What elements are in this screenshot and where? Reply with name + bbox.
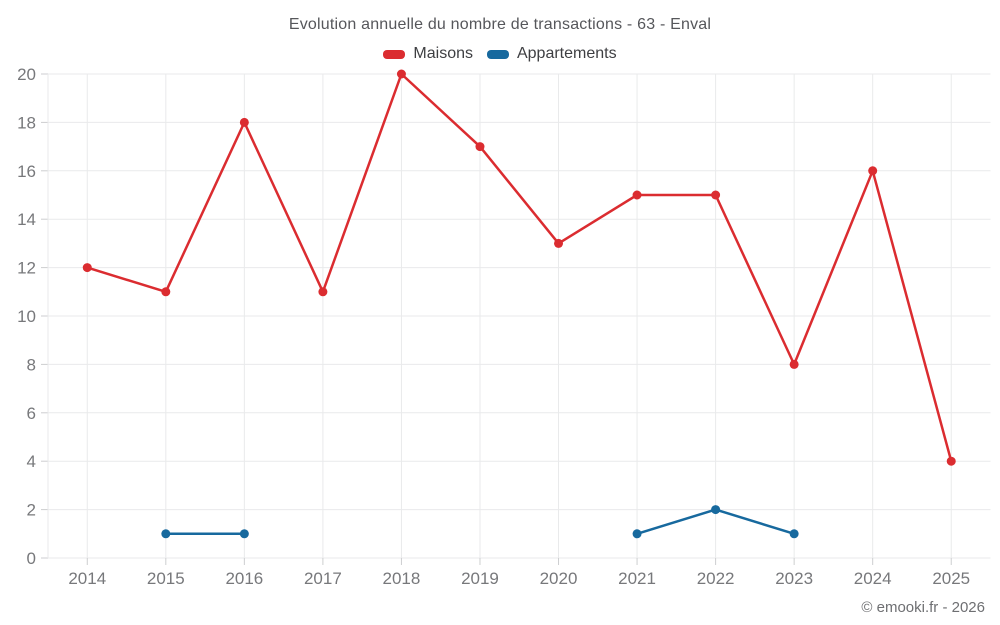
svg-text:10: 10 xyxy=(17,307,36,326)
svg-text:12: 12 xyxy=(17,259,36,278)
legend-item-appartements[interactable]: Appartements xyxy=(486,45,617,63)
svg-text:2024: 2024 xyxy=(854,569,892,588)
svg-text:8: 8 xyxy=(27,355,36,374)
svg-text:18: 18 xyxy=(17,113,36,132)
svg-text:2018: 2018 xyxy=(383,569,421,588)
svg-text:2021: 2021 xyxy=(618,569,656,588)
svg-text:4: 4 xyxy=(27,452,36,471)
legend-label-appartements: Appartements xyxy=(516,45,617,62)
maisons-swatch-icon xyxy=(383,49,406,59)
svg-text:16: 16 xyxy=(17,162,36,181)
svg-text:14: 14 xyxy=(17,210,36,229)
legend-label-maisons: Maisons xyxy=(413,45,473,62)
svg-text:2025: 2025 xyxy=(932,569,970,588)
copyright-footer: © emooki.fr - 2026 xyxy=(861,599,985,616)
svg-text:6: 6 xyxy=(27,404,36,423)
svg-text:2017: 2017 xyxy=(304,569,342,588)
appartements-swatch-icon xyxy=(486,49,509,59)
svg-text:20: 20 xyxy=(17,65,36,84)
svg-text:2016: 2016 xyxy=(225,569,263,588)
svg-text:2014: 2014 xyxy=(68,569,106,588)
svg-text:2020: 2020 xyxy=(540,569,578,588)
svg-text:2: 2 xyxy=(27,501,36,520)
chart-title: Evolution annuelle du nombre de transact… xyxy=(288,16,712,33)
svg-text:2015: 2015 xyxy=(147,569,185,588)
legend-item-maisons[interactable]: Maisons xyxy=(383,45,473,63)
svg-text:2022: 2022 xyxy=(697,569,735,588)
chart-legend: Maisons Appartements xyxy=(0,45,1000,63)
svg-text:2019: 2019 xyxy=(461,569,499,588)
svg-text:0: 0 xyxy=(27,549,36,568)
svg-text:2023: 2023 xyxy=(775,569,813,588)
